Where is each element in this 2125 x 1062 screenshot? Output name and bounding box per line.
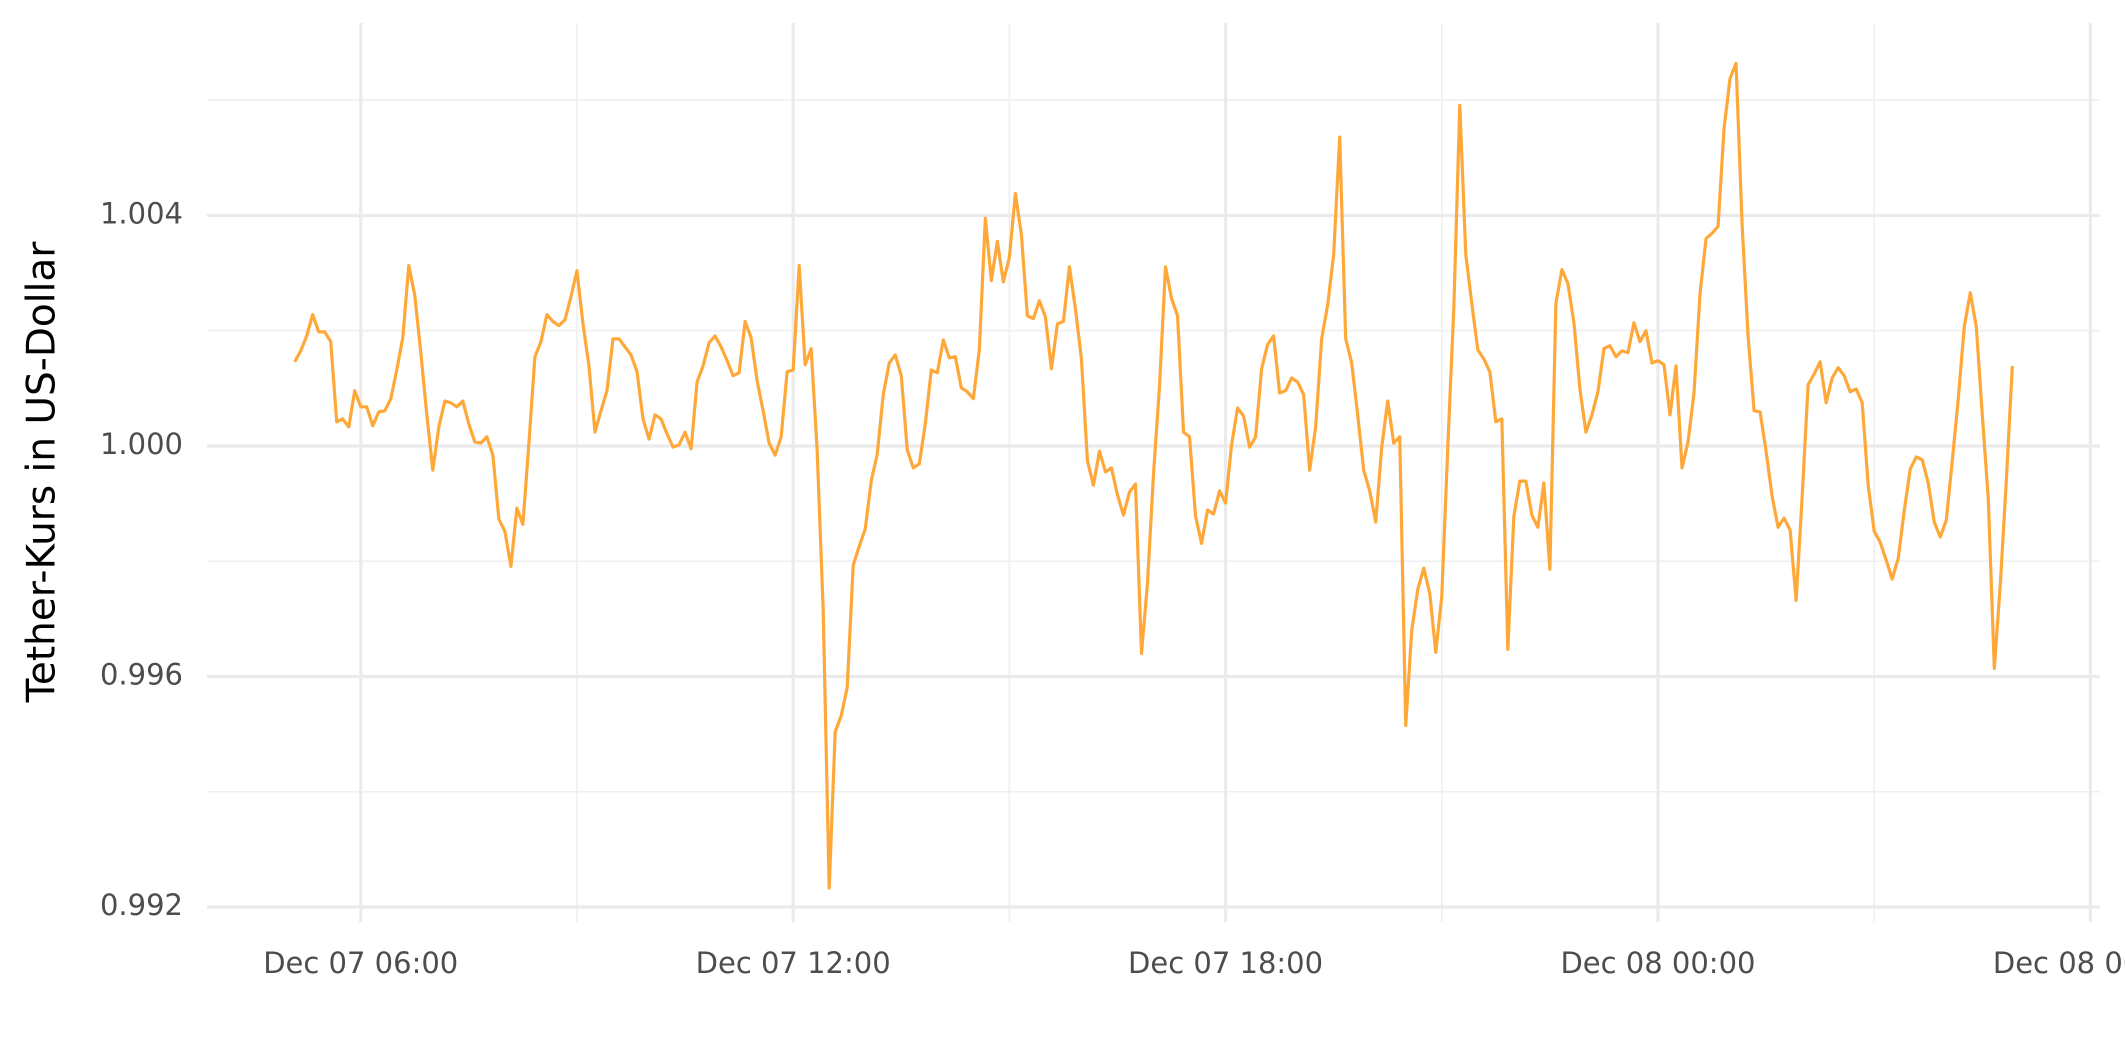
y-tick-label: 1.000 (100, 427, 183, 461)
grid (207, 23, 2100, 922)
price-line (293, 61, 2014, 890)
x-tick-label: Dec 08 06:00 (1993, 946, 2125, 980)
x-tick-label: Dec 07 18:00 (1128, 946, 1323, 980)
y-tick-label: 0.992 (100, 888, 183, 922)
y-axis-title: Tether-Kurs in US-Dollar (20, 241, 65, 704)
x-tick-label: Dec 07 06:00 (263, 946, 458, 980)
x-tick-label: Dec 07 12:00 (696, 946, 891, 980)
y-tick-label: 0.996 (100, 658, 183, 692)
x-tick-label: Dec 08 00:00 (1560, 946, 1755, 980)
y-tick-label: 1.004 (100, 196, 183, 230)
